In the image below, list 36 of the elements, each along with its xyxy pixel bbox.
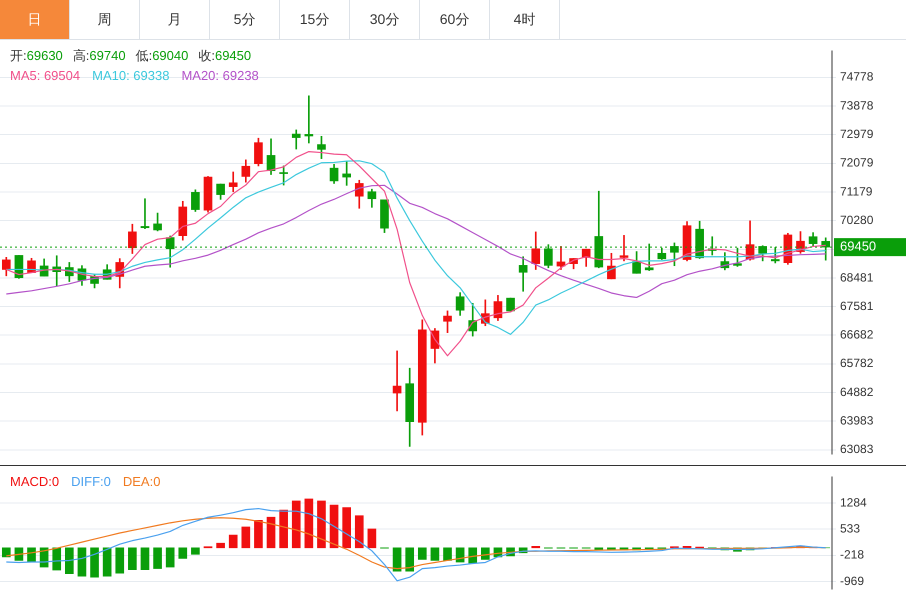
annotation: 开:69630: [10, 48, 63, 63]
y-tick-label: 63983: [840, 414, 874, 428]
y-tick-label: 63083: [840, 442, 874, 456]
y-tick-label: 68481: [840, 270, 874, 284]
y-tick-label: 74778: [840, 70, 874, 84]
text: MA20: 69238: [181, 68, 259, 83]
y-tick-label: 72979: [840, 126, 874, 141]
text: 日: [0, 0, 70, 39]
annotation: 低:69040: [136, 48, 188, 63]
text: MA10: 69338: [92, 68, 170, 83]
y-tick-label: 73878: [840, 98, 874, 112]
y-tick-label: -218: [840, 548, 864, 562]
y-tick-label: 533: [840, 522, 860, 536]
text: DIFF:0: [71, 474, 111, 489]
text: 30分: [350, 0, 420, 39]
y-tick-label: 64882: [840, 384, 874, 399]
y-tick-label: 66682: [840, 328, 874, 342]
text: MA5: 69504: [10, 68, 80, 83]
y-tick-label: 72079: [840, 156, 874, 170]
annotation: 高:69740: [72, 48, 126, 63]
text: MACD:0: [10, 474, 60, 489]
annotation: 收:69450: [198, 48, 252, 63]
y-tick-label: -969: [840, 574, 864, 588]
text: 周: [70, 0, 140, 39]
text: 4时: [490, 0, 560, 39]
y-tick-label: 1284: [840, 495, 868, 510]
y-tick-label: 67581: [840, 298, 874, 313]
text: 月: [140, 0, 210, 39]
text: 15分: [280, 0, 350, 39]
text: DEA:0: [122, 474, 160, 489]
text: 5分: [210, 0, 280, 39]
y-tick-label: 70280: [840, 212, 874, 227]
text: 60分: [420, 0, 490, 39]
y-tick-label: 65782: [840, 356, 874, 370]
y-tick-label: 71179: [840, 184, 873, 198]
ref-line-label: 69450: [840, 238, 876, 254]
